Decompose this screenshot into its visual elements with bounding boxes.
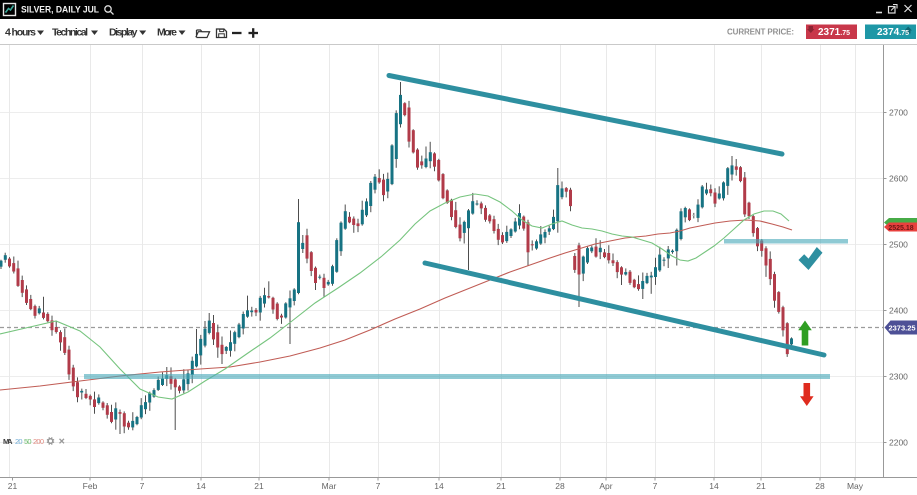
svg-text:2373.25: 2373.25 [888,323,915,332]
svg-text:21: 21 [254,481,264,491]
svg-text:50: 50 [24,437,32,446]
svg-text:14: 14 [196,481,206,491]
svg-text:7: 7 [653,481,658,491]
svg-text:21: 21 [756,481,766,491]
svg-text:7: 7 [376,481,381,491]
svg-text:Technical: Technical [52,27,88,39]
svg-text:SILVER, DAILY JUL: SILVER, DAILY JUL [21,5,99,15]
svg-text:200: 200 [33,437,44,446]
svg-text:2700: 2700 [889,107,908,117]
svg-text:CURRENT PRICE:: CURRENT PRICE: [727,28,794,37]
svg-text:28: 28 [555,481,565,491]
svg-text:14: 14 [434,481,444,491]
svg-text:14: 14 [709,481,719,491]
svg-text:May: May [847,481,864,491]
svg-text:2200: 2200 [889,437,908,447]
svg-text:2400: 2400 [889,305,908,315]
svg-text:20: 20 [15,437,23,446]
svg-text:2300: 2300 [889,371,908,381]
svg-text:7: 7 [140,481,145,491]
svg-text:Feb: Feb [83,481,98,491]
svg-text:28: 28 [815,481,825,491]
svg-text:2525.18: 2525.18 [888,225,913,232]
svg-text:2500: 2500 [889,239,908,249]
svg-text:Display: Display [109,27,138,39]
svg-text:More: More [157,27,177,39]
svg-text:MA: MA [3,437,13,446]
svg-text:2374.75: 2374.75 [877,27,909,38]
svg-text:2371.75: 2371.75 [818,27,850,38]
svg-text:Mar: Mar [322,481,337,491]
svg-text:21: 21 [496,481,506,491]
svg-text:21: 21 [8,481,18,491]
svg-text:2600: 2600 [889,173,908,183]
svg-text:4 hours: 4 hours [5,27,36,39]
svg-text:Apr: Apr [599,481,612,491]
